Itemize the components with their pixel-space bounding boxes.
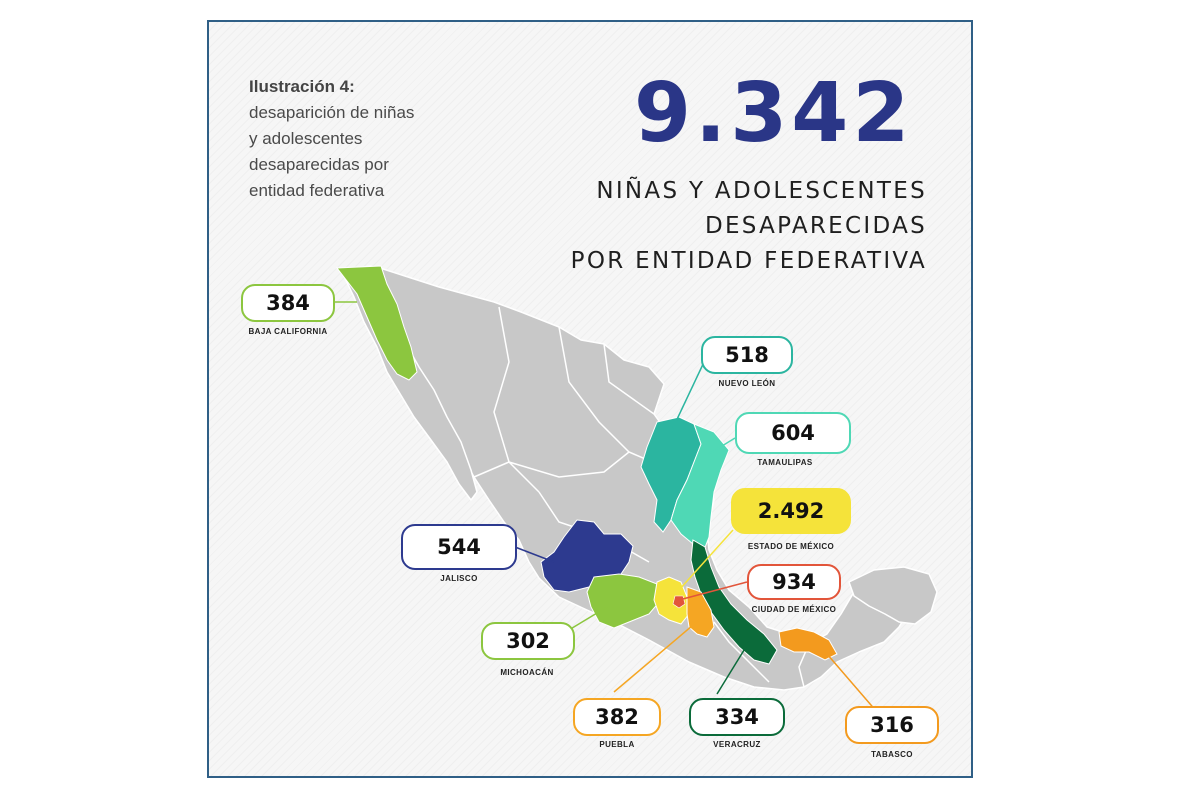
state-name-puebla: PUEBLA (599, 740, 635, 749)
value-box-baja-california: 384 (241, 284, 335, 322)
state-name-veracruz: VERACRUZ (713, 740, 761, 749)
value-box-michoacan: 302 (481, 622, 575, 660)
total-count: 9.342 (634, 66, 914, 161)
value-box-tabasco: 316 (845, 706, 939, 744)
leader-line-puebla (613, 619, 700, 693)
leader-line-veracruz (716, 641, 750, 695)
subtitle-line: NIÑAS Y ADOLESCENTES (596, 178, 927, 204)
leader-line-estado-de-mexico (678, 529, 734, 591)
value-box-jalisco: 544 (401, 524, 517, 570)
value-box-nuevo-leon: 518 (701, 336, 793, 374)
leader-lines (333, 301, 878, 713)
state-name-tabasco: TABASCO (871, 750, 913, 759)
baja-california-state (336, 265, 418, 381)
michoacan-state (586, 573, 662, 629)
caption-line: y adolescentes (249, 129, 363, 148)
state-name-michoacan: MICHOACÁN (500, 668, 554, 677)
leader-line-nuevo-leon (670, 359, 706, 433)
state-name-jalisco: JALISCO (440, 574, 478, 583)
leader-line-ciudad-de-mexico (678, 581, 748, 601)
state-name-tamaulipas: TAMAULIPAS (757, 458, 813, 467)
leader-line-tabasco (826, 653, 878, 713)
value-box-estado-de-mexico: 2.492 (731, 488, 851, 534)
subtitle-line: POR ENTIDAD FEDERATIVA (570, 248, 927, 274)
state-name-estado-de-mexico: ESTADO DE MÉXICO (747, 542, 835, 551)
state-name-ciudad-de-mexico: CIUDAD DE MÉXICO (751, 605, 837, 614)
caption-line: entidad federativa (249, 181, 385, 200)
value-box-ciudad-de-mexico: 934 (747, 564, 841, 600)
leader-line-tamaulipas (708, 437, 736, 455)
tabasco-state (778, 627, 838, 661)
veracruz-state (690, 539, 778, 665)
leader-line-jalisco (514, 546, 555, 563)
value-box-puebla: 382 (573, 698, 661, 736)
state-name-baja-california: BAJA CALIFORNIA (248, 327, 328, 336)
figure-caption: Ilustración 4: desaparición de niñas y a… (249, 74, 489, 204)
value-box-veracruz: 334 (689, 698, 785, 736)
value-box-tamaulipas: 604 (735, 412, 851, 454)
caption-label: Ilustración 4: (249, 77, 355, 96)
caption-line: desaparecidas por (249, 155, 389, 174)
headline-subtitle: NIÑAS Y ADOLESCENTES DESAPARECIDAS POR E… (571, 174, 927, 279)
subtitle-line: DESAPARECIDAS (704, 213, 927, 239)
caption-line: desaparición de niñas (249, 103, 415, 122)
state-name-nuevo-leon: NUEVO LEÓN (718, 379, 776, 388)
base-map (340, 265, 938, 691)
infographic-frame: Ilustración 4: desaparición de niñas y a… (207, 20, 973, 778)
mexico-map (333, 265, 938, 713)
